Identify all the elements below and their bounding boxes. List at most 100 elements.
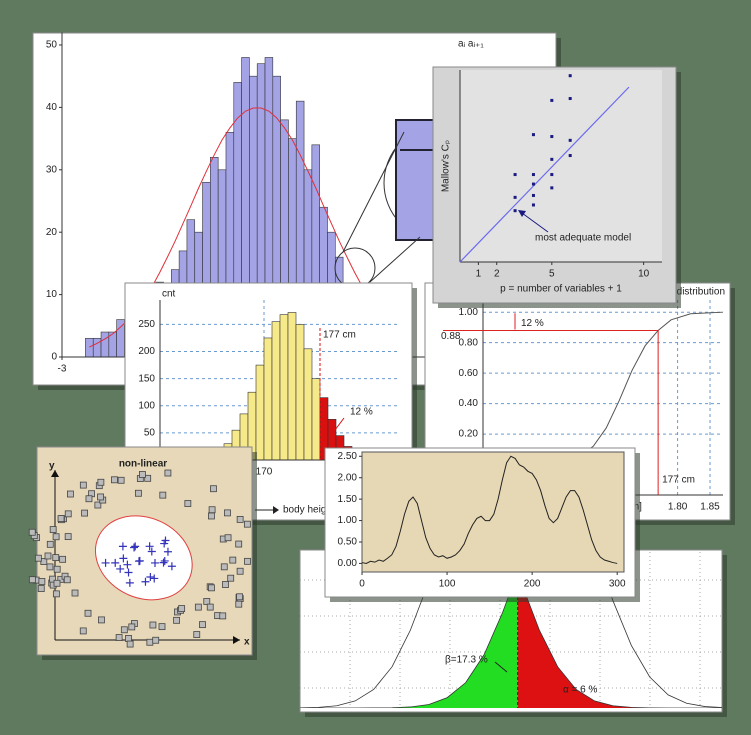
square-point	[53, 579, 61, 587]
arrow-head	[273, 506, 279, 514]
square-point	[57, 515, 65, 522]
bar	[116, 319, 125, 358]
bar	[279, 314, 289, 461]
square-point	[224, 509, 231, 517]
bar	[303, 348, 313, 461]
y-tick-label: 150	[138, 373, 155, 384]
y-tick-label: 0.60	[459, 368, 479, 379]
point	[513, 173, 517, 177]
plot-area	[361, 451, 625, 573]
point	[531, 133, 535, 137]
square-point	[220, 563, 228, 571]
y-tick-label: 0	[51, 352, 57, 363]
point	[550, 157, 554, 161]
point	[550, 135, 554, 139]
square-point	[235, 540, 243, 548]
square-point	[28, 528, 36, 536]
square-point	[52, 533, 60, 541]
threshold-label: 177 cm	[662, 475, 695, 486]
share-label: 12 %	[521, 318, 544, 329]
y-tick-label: 30	[46, 164, 58, 175]
point	[531, 182, 535, 186]
y-tick-label: 0.00	[338, 558, 358, 569]
square-point	[173, 616, 180, 624]
square-point	[222, 581, 229, 588]
point	[568, 97, 572, 101]
square-point	[210, 485, 217, 493]
plus-point	[130, 543, 139, 552]
plot-area	[460, 70, 662, 262]
square-point	[208, 584, 215, 592]
y-tick-label: 2.00	[338, 472, 358, 483]
plus-point	[119, 554, 128, 563]
share-leader	[331, 417, 345, 435]
square-point	[146, 638, 154, 646]
square-point	[63, 576, 71, 584]
plus-point	[160, 539, 169, 548]
square-point	[115, 634, 123, 641]
annotation: most adequate model	[535, 233, 631, 244]
plus-point	[101, 558, 110, 567]
zoom-line	[369, 236, 421, 283]
square-point	[244, 557, 251, 565]
square-point	[208, 512, 215, 520]
bar	[287, 312, 297, 461]
y-axis-label: Mallow's Cₚ	[441, 140, 452, 192]
plus-point	[167, 562, 176, 571]
square-point	[85, 495, 93, 503]
classification-panel: non-linear y x	[28, 446, 257, 660]
square-point	[67, 490, 74, 498]
tail-area	[300, 571, 518, 708]
y-tick-label: 20	[46, 227, 58, 238]
square-point	[184, 500, 192, 507]
square-point	[28, 576, 36, 584]
arrow-head	[233, 636, 240, 644]
fit-line	[459, 86, 630, 263]
square-point	[236, 515, 244, 523]
y-tick-label: 50	[46, 40, 58, 51]
square-point	[117, 476, 125, 484]
plus-point	[118, 542, 127, 551]
x-tick-label: 1.80	[668, 502, 688, 513]
x-tick-label: 200	[524, 579, 541, 590]
x-tick-label: 0	[359, 579, 365, 590]
square-point	[84, 609, 92, 617]
x-tick-label: 100	[439, 579, 456, 590]
square-point	[71, 589, 79, 597]
square-point	[199, 621, 206, 629]
square-point	[235, 600, 243, 608]
point	[568, 154, 572, 158]
square-point	[52, 554, 60, 562]
square-point	[219, 612, 227, 620]
point	[550, 186, 554, 190]
square-point	[37, 585, 45, 592]
plus-point	[151, 558, 159, 567]
square-point	[49, 575, 57, 583]
square-point	[97, 478, 105, 486]
square-point	[164, 469, 172, 477]
alpha-label: α = 6 %	[563, 685, 598, 696]
square-point	[203, 598, 211, 605]
square-point	[126, 640, 134, 648]
square-point	[139, 471, 146, 478]
point	[531, 203, 535, 207]
x-tick-label: 10	[638, 269, 650, 280]
x-axis-label: body height	[283, 505, 335, 516]
y-tick-label: 250	[138, 319, 155, 330]
square-point	[158, 623, 166, 631]
square-point	[34, 554, 42, 562]
point	[568, 74, 572, 78]
square-point	[236, 593, 243, 601]
threshold-label: 177 cm	[323, 330, 356, 341]
y-tick-label: 1.50	[338, 494, 358, 505]
plus-point	[147, 547, 156, 556]
x-tick-label: 300	[609, 579, 626, 590]
y-tick-label: 1.00	[338, 515, 358, 526]
y-tick-label: 0.80	[459, 337, 479, 348]
chart-title: non-linear	[119, 459, 167, 470]
plus-point	[160, 556, 169, 565]
signal-panel: 0.00 0.50 1.00 1.50 2.00 2.50 0 100 200 300	[324, 447, 640, 602]
y-tick-label: 10	[46, 289, 58, 300]
chart-title: distribution	[677, 287, 725, 298]
square-point	[125, 635, 132, 642]
